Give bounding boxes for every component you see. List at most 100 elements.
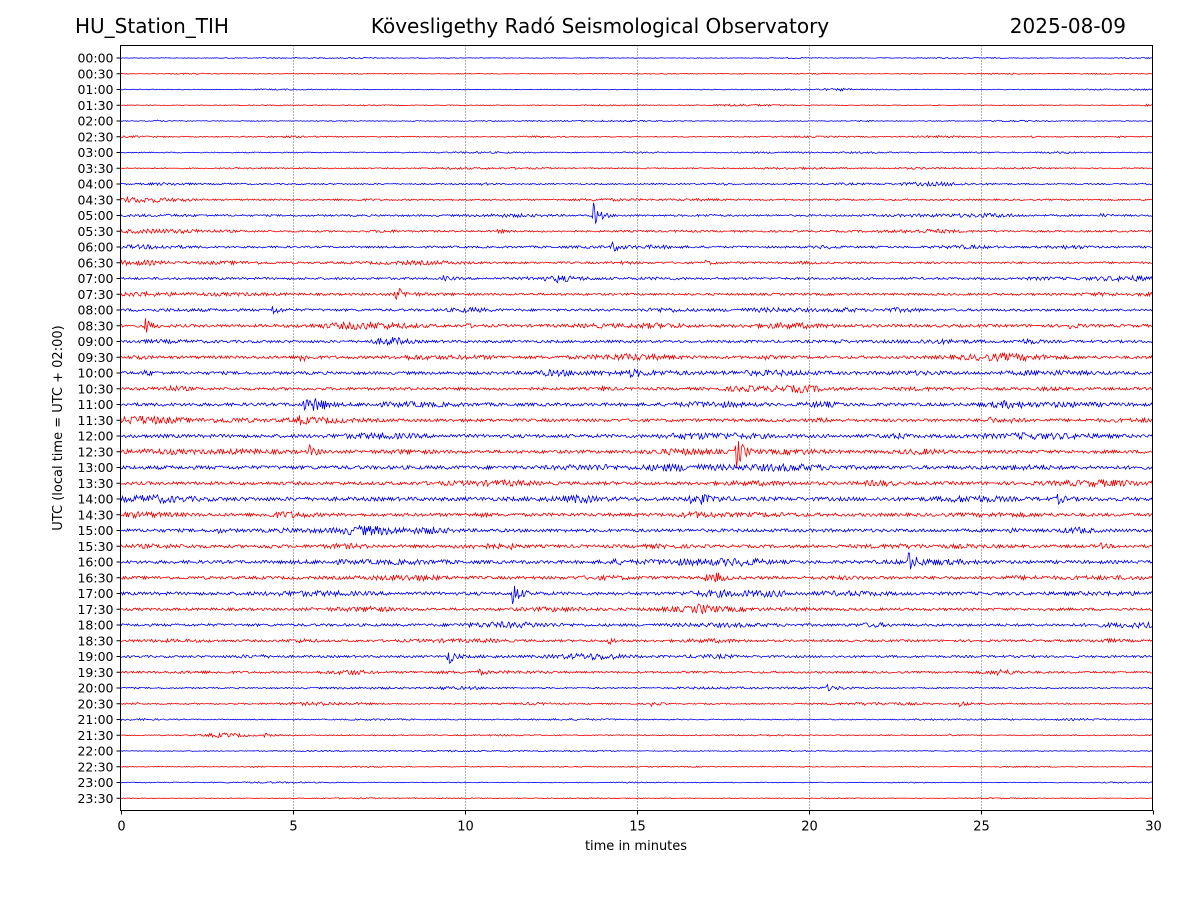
row-label: 12:30	[77, 444, 113, 459]
row-label: 17:30	[77, 602, 113, 617]
row-label: 18:00	[77, 618, 113, 633]
seismic-trace	[120, 202, 1153, 225]
observatory-title: Kövesligethy Radó Seismological Observat…	[370, 14, 830, 38]
row-label: 12:00	[77, 429, 113, 444]
seismic-trace	[120, 701, 1153, 708]
row-label: 09:30	[77, 350, 113, 365]
row-label: 08:00	[77, 303, 113, 318]
row-label: 04:00	[77, 177, 113, 192]
row-label: 06:30	[77, 255, 113, 270]
row-label: 17:00	[77, 586, 113, 601]
row-label: 21:00	[77, 712, 113, 727]
row-label: 15:00	[77, 523, 113, 538]
x-tick-label: 15	[629, 820, 646, 835]
seismic-trace	[120, 493, 1153, 506]
row-label: 13:00	[77, 460, 113, 475]
seismic-trace	[120, 478, 1153, 488]
row-label: 07:00	[77, 271, 113, 286]
seismic-trace	[120, 542, 1153, 551]
seismic-trace	[120, 668, 1153, 677]
x-tick-label: 20	[801, 820, 818, 835]
seismic-trace	[120, 749, 1153, 753]
row-label: 23:30	[77, 791, 113, 806]
seismic-trace	[120, 228, 1153, 235]
row-label: 02:30	[77, 129, 113, 144]
row-label: 13:30	[77, 476, 113, 491]
chart-date: 2025-08-09	[1009, 14, 1126, 38]
station-name: HU_Station_TIH	[75, 14, 229, 38]
row-label: 01:30	[77, 98, 113, 113]
seismic-trace	[120, 524, 1153, 536]
x-axis: 0 5 10 15 20 25 30	[117, 810, 1162, 835]
seismic-trace	[120, 603, 1153, 615]
grid-lines	[293, 45, 982, 811]
seismic-trace	[120, 797, 1153, 800]
seismic-trace	[120, 572, 1153, 583]
seismic-trace	[120, 415, 1153, 426]
seismic-trace	[120, 135, 1153, 139]
row-label: 22:30	[77, 759, 113, 774]
seismic-trace	[120, 287, 1153, 301]
row-label: 03:00	[77, 145, 113, 160]
seismic-trace	[120, 652, 1153, 664]
y-axis-label: UTC (local time = UTC + 02:00)	[51, 325, 66, 530]
seismic-trace	[120, 637, 1153, 645]
row-label: 08:30	[77, 318, 113, 333]
seismic-trace	[120, 318, 1153, 333]
trace-group	[120, 56, 1153, 800]
seismic-trace	[120, 368, 1153, 378]
seismic-trace	[120, 384, 1153, 394]
row-label: 10:00	[77, 366, 113, 381]
seismic-trace	[120, 431, 1153, 441]
row-label: 20:00	[77, 681, 113, 696]
seismic-trace	[120, 259, 1153, 267]
seismic-trace	[120, 552, 1153, 570]
plot-frame	[120, 45, 1153, 811]
seismic-trace	[120, 683, 1153, 692]
row-label: 00:30	[77, 66, 113, 81]
row-label: 07:30	[77, 287, 113, 302]
row-label: 06:00	[77, 240, 113, 255]
seismic-trace	[120, 337, 1153, 347]
row-label: 05:30	[77, 224, 113, 239]
x-tick-label: 25	[973, 820, 990, 835]
seismic-trace	[120, 240, 1153, 252]
row-label: 05:00	[77, 208, 113, 223]
seismic-trace	[120, 195, 1153, 204]
row-label: 19:00	[77, 649, 113, 664]
seismic-trace	[120, 56, 1153, 60]
row-label: 02:00	[77, 114, 113, 129]
x-tick-label: 10	[457, 820, 474, 835]
row-label: 11:00	[77, 397, 113, 412]
row-label: 04:30	[77, 192, 113, 207]
x-tick-label: 0	[117, 820, 125, 835]
row-label: 18:30	[77, 633, 113, 648]
seismic-trace	[120, 351, 1153, 363]
row-label: 22:00	[77, 744, 113, 759]
seismic-trace	[120, 166, 1153, 171]
seismic-trace	[120, 103, 1153, 107]
row-label: 09:00	[77, 334, 113, 349]
row-label: 20:30	[77, 696, 113, 711]
x-tick-label: 5	[289, 820, 297, 835]
seismic-trace	[120, 510, 1153, 520]
seismic-trace	[120, 462, 1153, 473]
seismic-trace	[120, 781, 1153, 784]
seismic-trace	[120, 87, 1153, 92]
seismic-trace	[120, 585, 1153, 604]
seismic-trace	[120, 765, 1153, 769]
seismic-trace	[120, 306, 1153, 315]
seismic-trace	[120, 274, 1153, 284]
row-label: 03:30	[77, 161, 113, 176]
row-label: 16:00	[77, 555, 113, 570]
row-label: 23:00	[77, 775, 113, 790]
row-label: 10:30	[77, 381, 113, 396]
row-label: 00:00	[77, 51, 113, 66]
seismic-trace	[120, 180, 1153, 188]
x-tick-label: 30	[1145, 820, 1162, 835]
row-label: 14:30	[77, 507, 113, 522]
seismic-trace	[120, 150, 1153, 154]
seismic-trace	[120, 72, 1153, 75]
seismic-trace	[120, 731, 1153, 739]
